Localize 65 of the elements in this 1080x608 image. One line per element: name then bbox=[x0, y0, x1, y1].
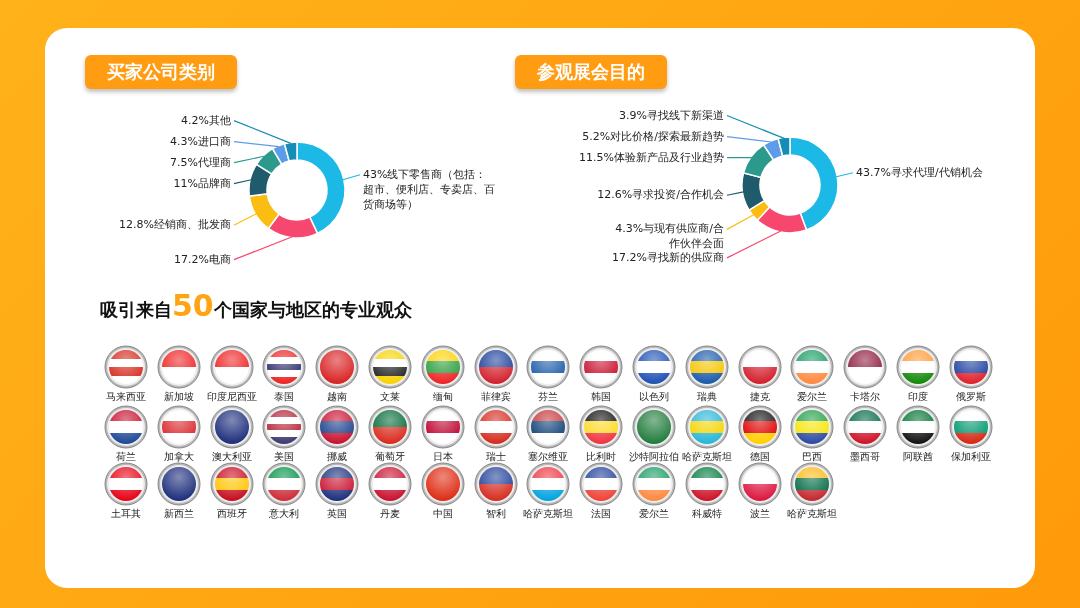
slice-label: 5.2%对比价格/探索最新趋势 bbox=[582, 129, 724, 143]
slice-label: 17.2%电商 bbox=[174, 252, 231, 266]
text: 以色列 bbox=[638, 390, 670, 404]
slice-label: 12.6%寻求投资/合作机会 bbox=[597, 188, 724, 202]
text: 巴西 bbox=[801, 450, 824, 464]
slice-label: 7.5%代理商 bbox=[170, 155, 231, 169]
text: 保加利亚 bbox=[949, 450, 992, 464]
text: 缅甸 bbox=[431, 390, 454, 404]
text: 塞尔维亚 bbox=[527, 450, 570, 464]
text: 日本 bbox=[431, 450, 454, 464]
slice-label: 43.7%寻求代理/代销机会 bbox=[856, 165, 983, 179]
slice-label: 4.2%其他 bbox=[181, 113, 231, 127]
text: 沙特阿拉伯 bbox=[628, 450, 680, 464]
slice-label: 43%线下零售商（包括：超市、便利店、专卖店、百货商场等） bbox=[363, 167, 495, 211]
text: 澳大利亚 bbox=[210, 450, 253, 464]
text: 葡萄牙 bbox=[374, 450, 406, 464]
chart-title: 买家公司类别 bbox=[85, 55, 237, 89]
text: 越南 bbox=[326, 390, 349, 404]
text: 爱尔兰 bbox=[638, 507, 670, 521]
text: 意大利 bbox=[268, 507, 301, 521]
slice-label: 12.8%经销商、批发商 bbox=[119, 218, 231, 232]
text: 中国 bbox=[431, 507, 454, 521]
slice-label: 3.9%寻找线下新渠道 bbox=[619, 108, 724, 122]
text: 吸引来自50个国家与地区的专业观众 bbox=[100, 288, 412, 323]
text: 丹麦 bbox=[379, 507, 401, 521]
text: 挪威 bbox=[326, 450, 349, 464]
text: 新西兰 bbox=[162, 507, 195, 521]
text: 波兰 bbox=[748, 507, 771, 521]
text: 美国 bbox=[273, 450, 296, 464]
text: 哈萨克斯坦 bbox=[786, 507, 839, 521]
text: 卡塔尔 bbox=[849, 390, 882, 404]
slice-label: 11.5%体验新产品及行业趋势 bbox=[579, 150, 724, 164]
text: 马来西亚 bbox=[105, 390, 147, 404]
text: 印度 bbox=[907, 390, 929, 404]
text: 瑞典 bbox=[695, 390, 718, 404]
text: 芬兰 bbox=[537, 390, 560, 404]
text: 瑞士 bbox=[484, 450, 507, 464]
text: 俄罗斯 bbox=[954, 390, 987, 404]
text: 文莱 bbox=[379, 390, 401, 404]
slice-label: 4.3%进口商 bbox=[170, 134, 231, 148]
text: 泰国 bbox=[273, 390, 296, 404]
slice-label: 11%品牌商 bbox=[173, 176, 231, 190]
text: 韩国 bbox=[590, 390, 613, 404]
text: 德国 bbox=[748, 450, 771, 464]
text: 阿联酋 bbox=[902, 450, 934, 464]
text: 哈萨克斯坦 bbox=[680, 450, 733, 464]
slice-label: 17.2%寻找新的供应商 bbox=[612, 250, 724, 264]
text: 荷兰 bbox=[115, 450, 137, 464]
text: 英国 bbox=[326, 507, 349, 521]
text: 加拿大 bbox=[162, 450, 195, 464]
text: 科威特 bbox=[690, 507, 723, 521]
text: 爱尔兰 bbox=[796, 390, 829, 404]
slice-label: 4.3%与现有供应商/合作伙伴会面 bbox=[615, 222, 724, 251]
text: 菲律宾 bbox=[479, 390, 512, 404]
chart-title: 参观展会目的 bbox=[515, 55, 667, 89]
text: 新加坡 bbox=[162, 390, 195, 404]
text: 智利 bbox=[484, 507, 507, 521]
text: 印度尼西亚 bbox=[205, 390, 258, 404]
text: 比利时 bbox=[585, 450, 618, 464]
text: 捷克 bbox=[748, 390, 771, 404]
text: 土耳其 bbox=[110, 507, 142, 521]
text: 哈萨克斯坦 bbox=[522, 507, 575, 521]
text: 西班牙 bbox=[215, 507, 248, 521]
text: 法国 bbox=[590, 507, 613, 521]
text: 墨西哥 bbox=[849, 450, 882, 464]
